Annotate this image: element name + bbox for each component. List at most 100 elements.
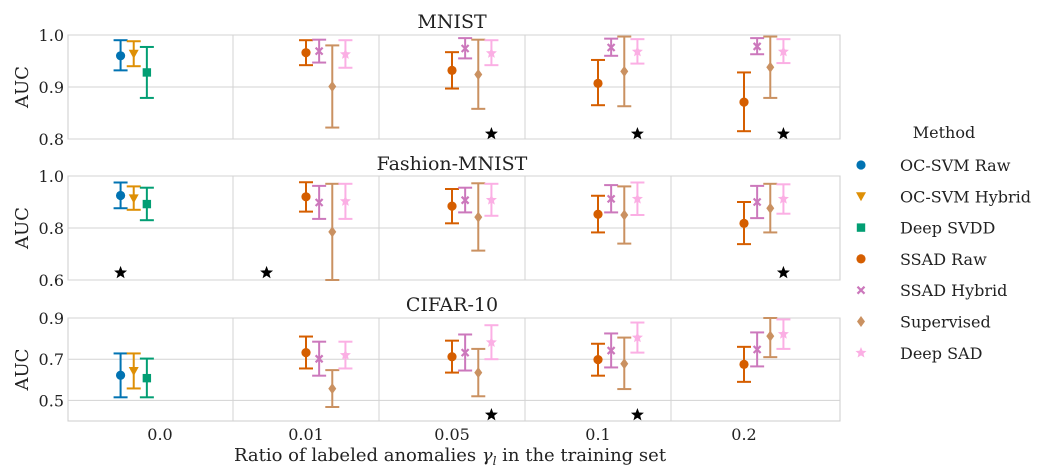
legend-item-oc-svm-hybrid: OC-SVM Hybrid xyxy=(856,187,1031,206)
mean-marker-ssad-hybrid xyxy=(460,348,470,357)
legend-item-deep-sad: Deep SAD xyxy=(855,344,982,363)
mean-marker-ssad-hybrid xyxy=(460,195,470,205)
mean-marker-ssad-raw xyxy=(739,218,749,228)
mean-marker-deep-sad xyxy=(339,48,351,59)
mean-marker-ssad-hybrid xyxy=(606,43,616,52)
mean-marker-ssad-hybrid xyxy=(606,194,616,204)
mean-marker-supervised xyxy=(620,358,629,370)
x-tick-labels: 0.0 0.01 0.05 0.1 0.2 xyxy=(147,425,756,444)
legend-marker-oc-svm-hybrid xyxy=(856,192,866,202)
mean-marker-ssad-hybrid xyxy=(752,42,762,51)
legend-label: Supervised xyxy=(900,313,991,332)
panel-title: Fashion-MNIST xyxy=(377,153,528,175)
mean-marker-deep-sad xyxy=(777,45,789,57)
y-tick-label: 0.5 xyxy=(39,391,64,410)
mean-marker-ssad-raw xyxy=(447,352,457,362)
legend-marker-deep-sad xyxy=(855,347,867,358)
mean-marker-supervised xyxy=(328,226,337,238)
mean-marker-ssad-raw xyxy=(301,348,311,358)
mean-marker-ssad-raw xyxy=(301,48,311,58)
legend-label: Deep SVDD xyxy=(900,219,995,238)
y-tick-label: 0.8 xyxy=(39,219,64,238)
x-axis-label: Ratio of labeled anomalies γl in the tra… xyxy=(234,445,667,468)
mean-marker-ssad-raw xyxy=(593,78,603,88)
mean-marker-ssad-hybrid xyxy=(314,46,324,56)
panel-fashion-mnist: 0.6 0.8 1.0 Fashion-MNIST AUC xyxy=(12,153,841,290)
significance-star xyxy=(114,265,128,279)
mean-marker-ssad-raw xyxy=(447,201,457,211)
mean-marker-oc-svm-hybrid xyxy=(128,194,139,204)
mean-marker-ssad-raw xyxy=(447,65,457,75)
mean-marker-deep-sad xyxy=(485,336,497,347)
legend-title: Method xyxy=(913,123,975,142)
mean-marker-deep-sad xyxy=(631,193,643,204)
mean-marker-ssad-hybrid xyxy=(752,197,762,207)
legend-item-ssad-hybrid: SSAD Hybrid xyxy=(856,281,1007,300)
mean-marker-ssad-hybrid xyxy=(314,354,324,364)
mean-marker-deep-sad xyxy=(777,193,789,204)
y-tick-label: 1.0 xyxy=(39,167,64,186)
mean-marker-ssad-raw xyxy=(593,209,603,219)
legend-item-deep-svdd: Deep SVDD xyxy=(856,219,995,238)
mean-marker-deep-sad xyxy=(485,47,497,58)
y-axis-label: AUC xyxy=(12,349,33,392)
y-axis-label: AUC xyxy=(12,207,33,250)
legend-item-supervised: Supervised xyxy=(857,313,991,332)
significance-star xyxy=(484,408,498,421)
mean-marker-deep-svdd xyxy=(142,199,152,209)
y-tick-label: 0.9 xyxy=(39,78,64,97)
significance-star xyxy=(630,127,644,140)
mean-marker-deep-sad xyxy=(339,195,351,206)
legend-marker-ssad-raw xyxy=(856,254,866,264)
legend-marker-supervised xyxy=(857,316,865,327)
significance-star xyxy=(776,127,790,140)
mean-marker-supervised xyxy=(620,65,629,77)
mean-marker-ssad-hybrid xyxy=(752,345,762,354)
mean-marker-supervised xyxy=(328,383,337,395)
x-tick-label: 0.01 xyxy=(288,425,324,444)
x-tick-label: 0.05 xyxy=(434,425,470,444)
mean-marker-deep-sad xyxy=(339,349,351,360)
y-tick-label: 0.9 xyxy=(39,309,64,328)
mean-marker-oc-svm-raw xyxy=(115,370,126,380)
mean-marker-oc-svm-hybrid xyxy=(128,366,139,376)
mean-marker-oc-svm-hybrid xyxy=(128,49,139,59)
mean-marker-ssad-raw xyxy=(739,359,749,369)
mean-marker-oc-svm-raw xyxy=(115,51,126,61)
x-tick-label: 0.1 xyxy=(585,425,610,444)
legend-item-oc-svm-raw: OC-SVM Raw xyxy=(856,156,1011,175)
mean-marker-ssad-hybrid xyxy=(606,346,616,355)
mean-marker-supervised xyxy=(766,61,775,73)
mean-marker-supervised xyxy=(474,211,483,223)
legend-label: SSAD Raw xyxy=(900,250,987,269)
legend-label: OC-SVM Hybrid xyxy=(900,187,1031,206)
mean-marker-deep-sad xyxy=(777,328,789,339)
panel-title: MNIST xyxy=(417,11,487,33)
panel-mnist: 0.8 0.9 1.0 MNIST AUC xyxy=(12,11,841,149)
y-tick-label: 0.7 xyxy=(39,350,64,369)
mean-marker-supervised xyxy=(474,69,483,81)
legend-marker-deep-svdd xyxy=(856,223,866,232)
y-tick-label: 0.8 xyxy=(39,130,64,149)
plot-area xyxy=(67,317,841,422)
mean-marker-oc-svm-raw xyxy=(115,190,126,201)
mean-marker-supervised xyxy=(766,330,775,342)
mean-marker-ssad-raw xyxy=(301,192,311,202)
mean-marker-ssad-hybrid xyxy=(314,198,324,207)
mean-marker-deep-sad xyxy=(631,45,643,57)
panels: 0.8 0.9 1.0 MNIST AUC 0.6 0.8 1.0 Fashion-MNIST A… xyxy=(12,11,841,422)
x-tick-label: 0.2 xyxy=(731,425,756,444)
y-tick-label: 0.6 xyxy=(39,271,64,290)
significance-star xyxy=(630,408,644,421)
legend-item-ssad-raw: SSAD Raw xyxy=(856,250,987,269)
mean-marker-ssad-hybrid xyxy=(460,44,470,53)
mean-marker-supervised xyxy=(474,367,483,379)
mean-marker-ssad-raw xyxy=(593,355,603,365)
mean-marker-deep-sad xyxy=(485,194,497,205)
mean-marker-ssad-raw xyxy=(739,97,749,107)
legend-label: OC-SVM Raw xyxy=(900,156,1011,175)
significance-star xyxy=(260,265,274,279)
panel-cifar-10: 0.5 0.7 0.9 CIFAR-10 AUC xyxy=(12,294,841,422)
significance-star xyxy=(776,265,790,279)
